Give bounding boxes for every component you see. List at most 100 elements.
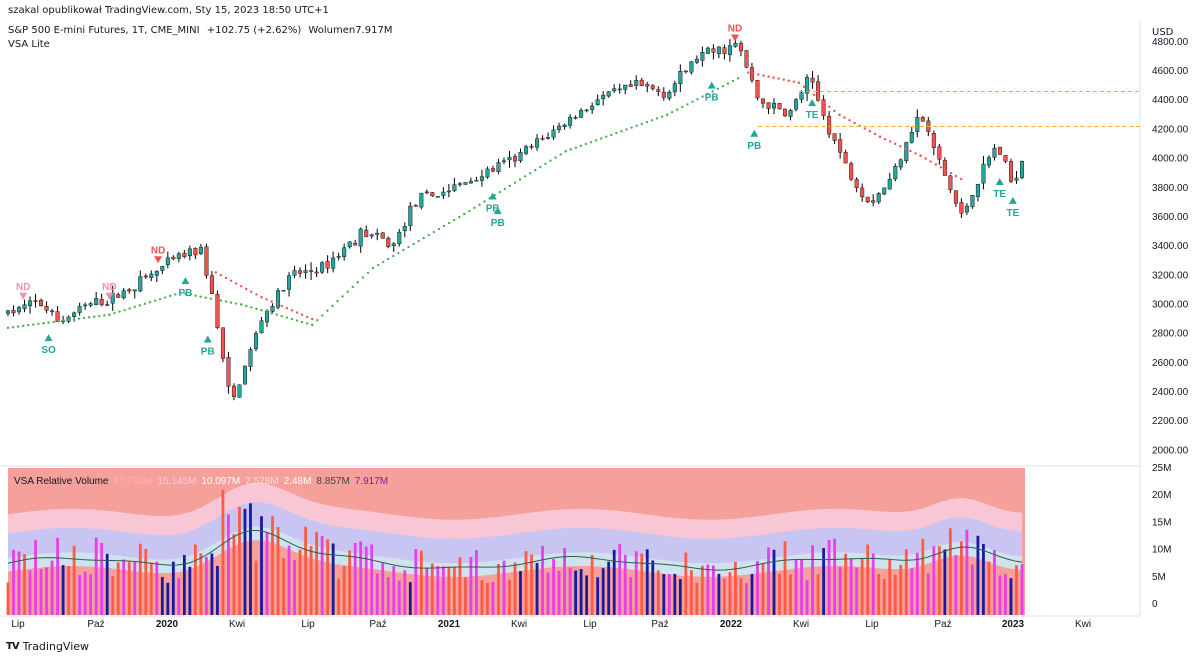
resistance-dot bbox=[782, 78, 785, 81]
volume-bar bbox=[193, 544, 197, 615]
support-dot bbox=[442, 224, 446, 228]
candle-body bbox=[810, 77, 815, 83]
support-dot bbox=[224, 300, 228, 303]
price-tick-label: 3600.00 bbox=[1152, 212, 1189, 223]
support-dot bbox=[82, 316, 86, 320]
publisher-line: szakal opublikował TradingView.com, Sty … bbox=[8, 5, 329, 17]
candle-body bbox=[805, 77, 810, 94]
resistance-dot bbox=[757, 73, 760, 76]
support-dot bbox=[387, 257, 390, 261]
volume-bar bbox=[860, 558, 864, 615]
volume-tick-label: 10M bbox=[1152, 545, 1171, 556]
candle-body bbox=[920, 117, 925, 122]
candle-body bbox=[143, 275, 148, 278]
volume-bar bbox=[188, 566, 192, 615]
candle-body bbox=[419, 193, 424, 208]
candle-body bbox=[28, 300, 33, 307]
support-dot bbox=[371, 266, 375, 270]
support-dot bbox=[326, 309, 329, 312]
volume-bar bbox=[706, 564, 710, 615]
volume-bar bbox=[166, 582, 170, 615]
support-dot bbox=[42, 322, 45, 325]
candle-body bbox=[441, 191, 446, 196]
volume-bar bbox=[993, 550, 996, 615]
indicator-line[interactable]: VSA Lite bbox=[8, 39, 50, 51]
volume-bar bbox=[227, 514, 230, 615]
indicator-name[interactable]: VSA Lite bbox=[8, 39, 50, 50]
volume-bar bbox=[122, 559, 126, 615]
candle-body bbox=[127, 289, 132, 292]
volume-bar bbox=[309, 546, 313, 615]
candle-body bbox=[584, 109, 589, 112]
resistance-dot bbox=[255, 293, 258, 296]
candle-body bbox=[116, 294, 121, 298]
resistance-dot bbox=[914, 152, 917, 155]
candle-body bbox=[513, 156, 518, 162]
candle-body bbox=[628, 84, 633, 87]
support-dot bbox=[245, 304, 248, 308]
support-dot bbox=[422, 236, 425, 240]
volume-bar bbox=[243, 508, 247, 615]
candle-body bbox=[154, 270, 159, 276]
candle-body bbox=[672, 83, 677, 93]
support-dot bbox=[625, 128, 628, 131]
symbol-name[interactable]: S&P 500 E-mini Futures, 1T, CME_MINI bbox=[8, 25, 200, 36]
volume-bar bbox=[546, 572, 550, 615]
candle-body bbox=[876, 193, 881, 203]
time-tick-label: 2020 bbox=[156, 619, 179, 630]
volume-bar bbox=[844, 553, 848, 615]
candle-body bbox=[468, 180, 473, 184]
candle-body bbox=[386, 237, 391, 247]
volume-bar bbox=[155, 561, 159, 615]
support-dot bbox=[280, 314, 283, 318]
support-dot bbox=[6, 326, 10, 330]
volume-bar bbox=[805, 579, 809, 615]
volume-bar bbox=[882, 579, 886, 615]
price-tick-label: 2600.00 bbox=[1152, 358, 1189, 369]
volume-bar bbox=[937, 546, 941, 615]
volume-tick-label: 5M bbox=[1152, 572, 1166, 583]
volume-bar bbox=[447, 566, 451, 615]
volume-bar bbox=[678, 579, 682, 615]
volume-bar bbox=[959, 541, 963, 615]
volume-bar bbox=[618, 544, 622, 615]
candle-body bbox=[722, 47, 727, 54]
time-tick-label: 2023 bbox=[1002, 619, 1025, 630]
footer-brand[interactable]: TV TradingView bbox=[6, 640, 89, 653]
signal-label: PB bbox=[201, 347, 215, 358]
signal-down-triangle bbox=[19, 292, 28, 300]
support-dot bbox=[518, 178, 522, 181]
resistance-dot bbox=[863, 127, 867, 130]
resistance-dot bbox=[919, 154, 922, 157]
volume-bar bbox=[94, 537, 98, 615]
volume-bar bbox=[392, 566, 396, 615]
candle-body bbox=[248, 349, 253, 367]
candle-body bbox=[253, 333, 258, 350]
volume-bar bbox=[816, 574, 820, 615]
candle-body bbox=[1020, 160, 1025, 178]
volume-bar bbox=[171, 561, 175, 615]
candle-body bbox=[270, 306, 275, 312]
support-dot bbox=[417, 239, 420, 243]
candle-body bbox=[413, 205, 418, 207]
candle-body bbox=[843, 152, 848, 164]
volume-bar bbox=[67, 566, 71, 615]
volume-bar bbox=[6, 582, 10, 615]
signal-up-triangle bbox=[808, 99, 817, 107]
volume-bar bbox=[397, 580, 401, 615]
resistance-dot bbox=[802, 85, 806, 88]
support-dot bbox=[103, 314, 106, 317]
volume-bar bbox=[943, 549, 947, 615]
volume-bar bbox=[45, 567, 48, 615]
support-dot bbox=[655, 117, 659, 120]
candle-body bbox=[182, 252, 187, 258]
signal-label: PB bbox=[747, 141, 761, 152]
candle-body bbox=[854, 179, 859, 188]
candle-body bbox=[165, 257, 170, 266]
resistance-dot bbox=[899, 145, 902, 148]
support-dot bbox=[534, 168, 537, 172]
support-dot bbox=[189, 293, 192, 296]
volume-bar bbox=[976, 535, 980, 615]
support-dot bbox=[574, 146, 578, 149]
